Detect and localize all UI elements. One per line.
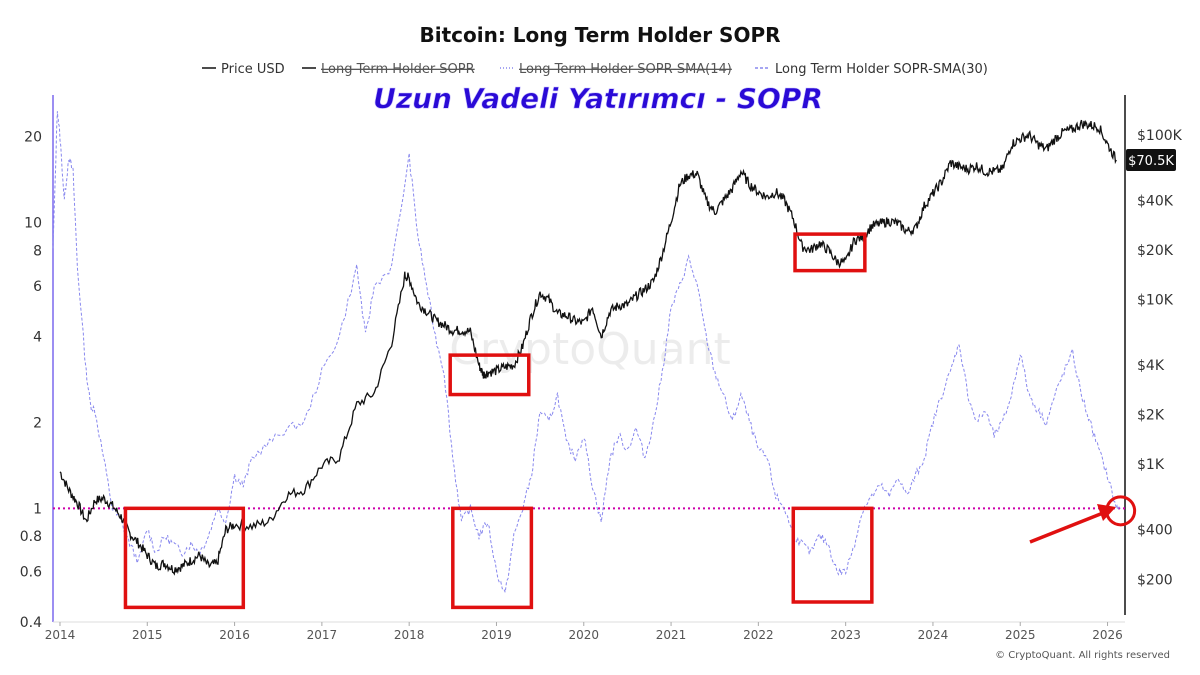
right-tick-label: $40K [1137, 194, 1174, 210]
left-axis-ticks: 0.4 0.6 0.8 1 2 4 6 8 10 20 [20, 130, 42, 631]
chart-title: Bitcoin: Long Term Holder SOPR [419, 23, 780, 47]
legend-item-price[interactable]: Price USD [202, 62, 285, 77]
legend-item-sma14[interactable]: Long Term Holder SOPR-SMA(14) [500, 62, 732, 77]
highlight-boxes [123, 232, 874, 610]
x-tick-label: 2023 [830, 628, 861, 642]
x-tick-label: 2022 [743, 628, 774, 642]
left-tick-label: 4 [33, 329, 42, 345]
highlight-box [448, 353, 531, 397]
left-tick-label: 10 [24, 216, 42, 232]
highlight-box [123, 506, 246, 610]
left-tick-label: 20 [24, 130, 42, 146]
x-tick-label: 2026 [1092, 628, 1123, 642]
left-tick-label: 0.8 [20, 529, 42, 545]
highlight-box [793, 232, 867, 273]
highlight-box [791, 506, 874, 604]
left-tick-label: 6 [33, 279, 42, 295]
chart-annotation: Uzun Vadeli Yatırımcı - SOPR [373, 82, 823, 115]
x-tick-label: 2025 [1005, 628, 1036, 642]
series-sopr-sma30 [52, 111, 1121, 593]
current-price-tag: $70.5K [1126, 148, 1176, 171]
legend-label-ltsopr: Long Term Holder SOPR [321, 62, 475, 77]
watermark: CryptoQuant [449, 324, 731, 375]
right-tick-label: $400 [1137, 523, 1173, 539]
arrow-shaft [1029, 511, 1104, 544]
right-tick-label: $20K [1137, 243, 1174, 259]
copyright: © CryptoQuant. All rights reserved [995, 650, 1170, 661]
legend-item-ltsopr[interactable]: Long Term Holder SOPR [302, 62, 475, 77]
left-tick-label: 2 [33, 415, 42, 431]
x-tick-label: 2017 [307, 628, 338, 642]
x-tick-label: 2014 [45, 628, 76, 642]
current-price-tag-bg [1126, 148, 1176, 171]
right-tick-label: $10K [1137, 293, 1174, 309]
x-tick-label: 2020 [568, 628, 599, 642]
x-tick-label: 2016 [219, 628, 250, 642]
legend-item-sma30[interactable]: Long Term Holder SOPR-SMA(30) [755, 62, 988, 77]
highlight-box [451, 506, 534, 610]
arrow-head [1097, 504, 1116, 521]
x-axis-ticks: 2014 2015 2016 2017 2018 2019 2020 2021 2022 2023… [45, 622, 1123, 642]
right-tick-label: $4K [1137, 358, 1165, 374]
legend-label-price: Price USD [221, 62, 285, 77]
x-tick-label: 2019 [481, 628, 512, 642]
left-tick-label: 0.4 [20, 615, 42, 631]
right-axis-ticks: $200 $400 $1K $2K $4K $10K $20K $40K $100K [1137, 128, 1183, 588]
left-tick-label: 1 [33, 501, 42, 517]
right-tick-label: $200 [1137, 572, 1173, 588]
right-tick-label: $2K [1137, 408, 1165, 424]
right-tick-label: $100K [1137, 128, 1183, 144]
x-tick-label: 2021 [656, 628, 687, 642]
x-tick-label: 2018 [394, 628, 425, 642]
right-tick-label: $1K [1137, 457, 1165, 473]
highlight-arrow [1029, 504, 1116, 544]
left-tick-label: 0.6 [20, 565, 42, 581]
legend: Price USD Long Term Holder SOPR Long Ter… [202, 62, 988, 77]
x-tick-label: 2015 [132, 628, 163, 642]
legend-label-sma14: Long Term Holder SOPR-SMA(14) [519, 62, 732, 77]
legend-label-sma30: Long Term Holder SOPR-SMA(30) [775, 62, 988, 77]
left-tick-label: 8 [33, 243, 42, 259]
current-price-label: $70.5K [1128, 154, 1174, 169]
x-tick-label: 2024 [918, 628, 949, 642]
series-price-usd [59, 119, 1117, 576]
